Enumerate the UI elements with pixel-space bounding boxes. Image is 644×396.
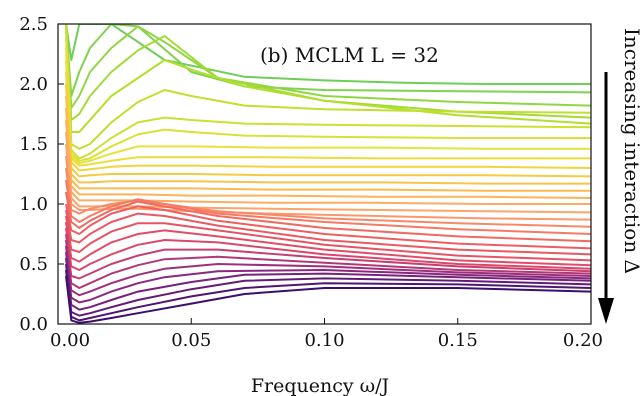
series-line-3: [65, 24, 591, 109]
series-line-12: [65, 83, 591, 178]
x-tick-label: 0.20: [563, 330, 603, 351]
series-line-30: [65, 251, 591, 304]
y-tick-label: 1.0: [19, 194, 48, 215]
series-layer: [65, 24, 591, 324]
series-line-31: [65, 257, 591, 311]
series-line-33: [65, 269, 591, 322]
series-line-29: [65, 245, 591, 297]
x-tick-label: 0.15: [438, 330, 478, 351]
series-line-15: [65, 119, 591, 199]
series-line-9: [65, 47, 591, 165]
y-tick-label: 2.0: [19, 74, 48, 95]
series-line-24: [65, 215, 591, 262]
series-line-13: [65, 95, 591, 185]
series-line-11: [65, 71, 591, 172]
y-tick-label: 2.5: [19, 14, 48, 35]
series-line-14: [65, 107, 591, 192]
panel-label: (b) MCLM L = 32: [260, 43, 439, 67]
series-line-26: [65, 227, 591, 271]
series-line-7: [65, 29, 591, 160]
series-line-23: [65, 209, 591, 256]
series-line-4: [65, 24, 591, 121]
series-line-25: [65, 221, 591, 267]
series-line-34: [65, 275, 591, 324]
series-line-27: [65, 233, 591, 280]
series-line-21: [65, 191, 591, 243]
y-tick-label: 1.5: [19, 134, 48, 155]
increasing-arrow: [598, 72, 614, 324]
series-line-18: [65, 155, 591, 221]
increasing-arrow-head: [598, 298, 614, 324]
series-line-10: [65, 59, 591, 167]
x-tick-label: 0.00: [50, 330, 90, 351]
series-line-8: [65, 35, 591, 162]
series-line-5: [65, 24, 591, 133]
x-tick-label: 0.05: [171, 330, 211, 351]
series-line-6: [65, 24, 591, 150]
series-line-28: [65, 239, 591, 289]
series-line-32: [65, 263, 591, 317]
tick-layer: 0.00 0.05 0.10 0.15 0.20 0.0 0.5 1.0 1.5 2.0 2.5: [19, 14, 603, 351]
x-tick-label: 0.10: [304, 330, 344, 351]
side-annotation: Increasing interaction Δ: [620, 28, 644, 274]
x-axis-title: Frequency ω/J: [251, 375, 389, 396]
series-line-20: [65, 179, 591, 235]
y-tick-label: 0.5: [19, 254, 48, 275]
series-line-22: [65, 203, 591, 250]
y-tick-label: 0.0: [19, 314, 48, 335]
series-line-19: [65, 167, 591, 228]
